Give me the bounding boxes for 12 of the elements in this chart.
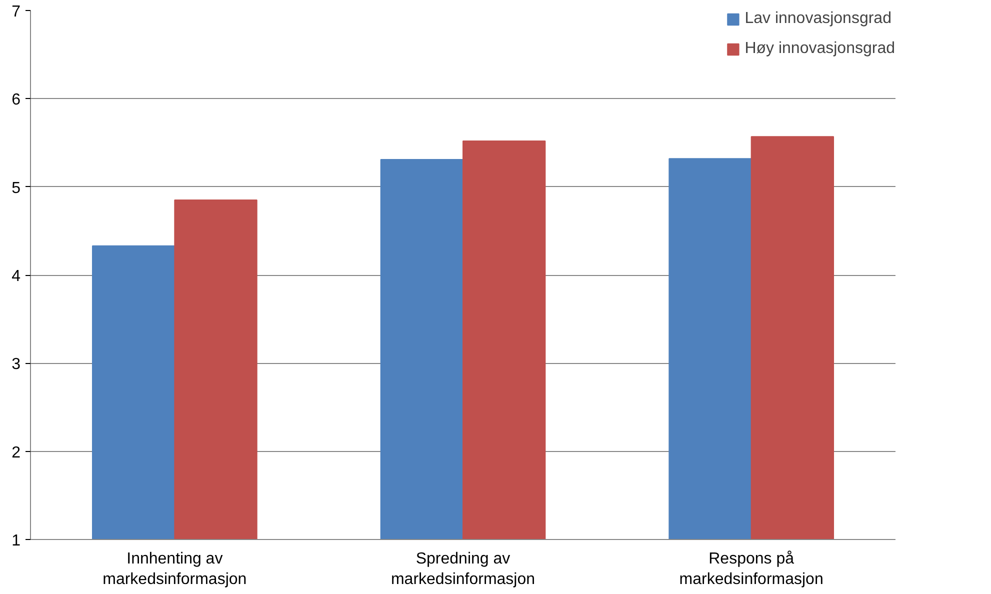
y-tick-label: 3 — [12, 356, 21, 374]
y-tick-label: 2 — [12, 444, 21, 462]
y-tick-label: 1 — [12, 532, 21, 550]
y-tick-label: 4 — [12, 268, 21, 285]
y-tick-label: 5 — [12, 180, 21, 197]
y-tick-label: 6 — [12, 92, 21, 109]
legend-label: Høy innovasjonsgrad — [744, 40, 895, 58]
legend-label: Lav innovasjonsgrad — [744, 10, 892, 28]
x-tick-label: Spredning av markedsinformasjon — [390, 550, 536, 588]
x-tick-label: Innhenting av markedsinformasjon — [102, 550, 247, 588]
y-tick-label: 7 — [12, 4, 21, 20]
x-tick-label: Respons på markedsinformasjon — [679, 550, 824, 588]
